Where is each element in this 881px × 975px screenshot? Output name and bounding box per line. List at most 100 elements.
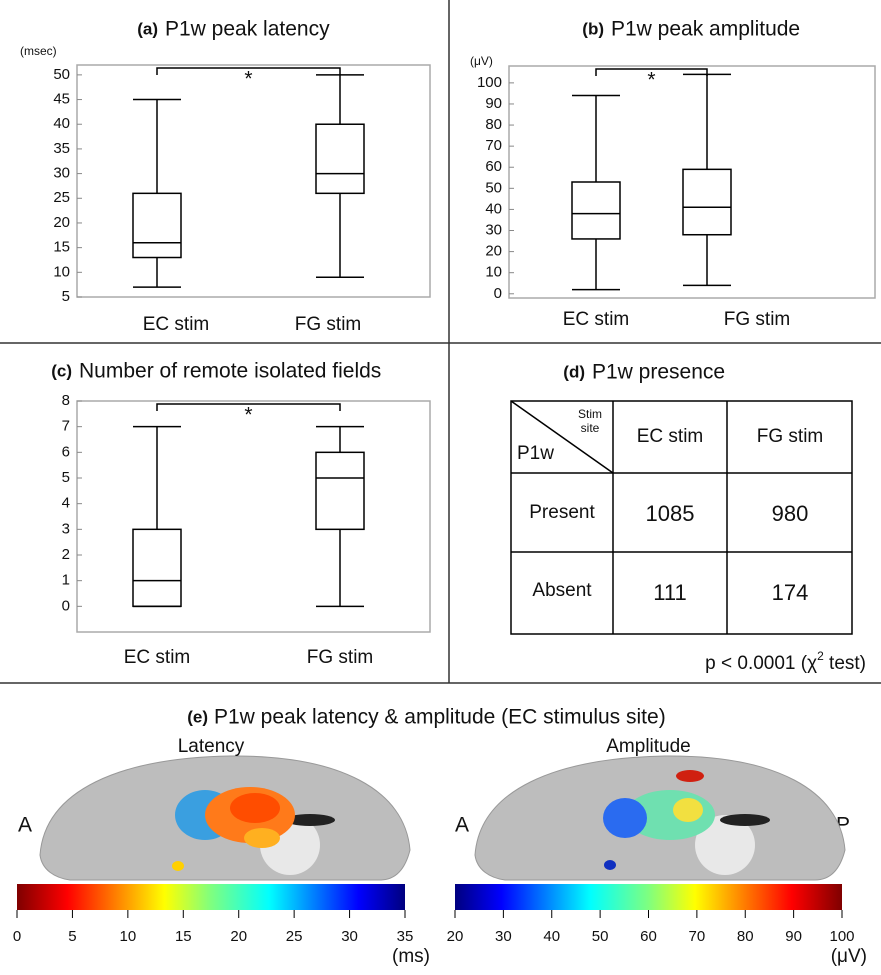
y-tick-label: 45	[53, 91, 70, 108]
y-tick-label: 90	[485, 95, 502, 112]
colorbar	[17, 884, 405, 910]
significance-marker: *	[647, 69, 655, 92]
y-tick-label: 3	[62, 520, 70, 537]
box	[571, 181, 621, 240]
column-header: FG stim	[757, 426, 824, 447]
x-tick-label: 50	[592, 928, 609, 945]
map-title: Latency	[178, 736, 245, 757]
y-tick-label: 35	[53, 140, 70, 157]
y-tick-label: 0	[62, 597, 70, 614]
brain-image	[474, 755, 846, 881]
y-tick-label: 7	[62, 418, 70, 435]
orientation-label: A	[18, 814, 32, 837]
y-tick-label: 40	[53, 115, 70, 132]
corner-label: site	[581, 421, 600, 435]
y-tick-label: 10	[485, 264, 502, 281]
x-tick-label: 30	[341, 928, 358, 945]
x-tick-label: 10	[120, 928, 137, 945]
x-tick-label: 0	[13, 928, 21, 945]
note-sup: 2	[817, 649, 824, 663]
x-tick-label: 80	[737, 928, 754, 945]
panel-title: P1w peak latency & amplitude (EC stimulu…	[214, 706, 666, 729]
panel-label: (b)	[582, 19, 604, 38]
significance-marker: *	[244, 68, 252, 91]
x-tick-label: 90	[785, 928, 802, 945]
box	[315, 451, 365, 531]
y-tick-label: 0	[494, 285, 502, 302]
y-tick-label: 2	[62, 546, 70, 563]
row-header: Present	[529, 502, 595, 523]
x-tick-label: FG stim	[307, 647, 374, 668]
x-tick-label: 20	[230, 928, 247, 945]
box	[315, 123, 365, 195]
cell: 111	[653, 580, 686, 605]
cell: 174	[772, 580, 809, 605]
x-tick-label: EC stim	[143, 314, 210, 335]
y-tick-label: 60	[485, 158, 502, 175]
y-tick-label: 15	[53, 239, 70, 256]
x-tick-label: EC stim	[124, 647, 191, 668]
y-tick-label: 10	[53, 263, 70, 280]
y-tick-label: 100	[477, 74, 502, 91]
y-tick-label: 6	[62, 443, 70, 460]
box	[682, 168, 732, 236]
cell: 980	[772, 501, 809, 526]
y-tick-label: 20	[53, 214, 70, 231]
x-tick-label: FG stim	[724, 309, 791, 330]
panel-title: Number of remote isolated fields	[79, 360, 381, 383]
x-tick-label: 60	[640, 928, 657, 945]
x-tick-label: EC stim	[563, 309, 630, 330]
corner-label: Stim	[578, 407, 602, 421]
panel-label: (a)	[137, 19, 158, 38]
orientation-label: A	[455, 814, 469, 837]
unit-label: (ms)	[392, 946, 430, 967]
note-text: p < 0.0001 (χ	[705, 653, 817, 674]
unit-label: (μV)	[831, 946, 867, 967]
panel-label: (c)	[51, 361, 72, 380]
plot-frame	[508, 65, 876, 299]
panel-title: P1w presence	[592, 361, 725, 384]
column-header: EC stim	[637, 426, 704, 447]
significance-bracket	[595, 68, 708, 76]
box	[132, 192, 182, 259]
x-tick-label: 5	[68, 928, 76, 945]
y-tick-label: 8	[62, 392, 70, 409]
y-tick-label: 50	[485, 179, 502, 196]
note-text: test)	[824, 653, 866, 674]
y-tick-label: 4	[62, 495, 70, 512]
box	[132, 528, 182, 608]
x-tick-label: 25	[286, 928, 303, 945]
y-tick-label: 5	[62, 469, 70, 486]
y-axis-label: (μV)	[470, 54, 493, 68]
table	[510, 400, 853, 635]
x-tick-label: 35	[397, 928, 414, 945]
plot-frame	[76, 64, 431, 298]
x-tick-label: 70	[689, 928, 706, 945]
corner-label: P1w	[517, 443, 554, 464]
significance-bracket	[156, 403, 341, 411]
y-tick-label: 25	[53, 189, 70, 206]
cell: 1085	[646, 501, 695, 526]
significance-marker: *	[244, 404, 252, 427]
map-title: Amplitude	[606, 736, 691, 757]
x-tick-label: 30	[495, 928, 512, 945]
panel-label: (d)	[563, 362, 585, 381]
panel-label: (e)	[187, 707, 208, 726]
row-header: Absent	[532, 580, 592, 601]
plot-frame	[76, 400, 431, 633]
colorbar	[455, 884, 842, 910]
y-tick-label: 1	[62, 572, 70, 589]
table-note: p < 0.0001 (χ2 test)	[705, 649, 866, 674]
panel-title: P1w peak latency	[165, 18, 330, 41]
y-tick-label: 80	[485, 116, 502, 133]
y-tick-label: 40	[485, 200, 502, 217]
y-tick-label: 30	[53, 165, 70, 182]
x-tick-label: 40	[543, 928, 560, 945]
brain-image	[39, 755, 411, 881]
y-tick-label: 20	[485, 243, 502, 260]
y-tick-label: 5	[62, 288, 70, 305]
panel-title: P1w peak amplitude	[611, 18, 800, 41]
x-tick-label: FG stim	[295, 314, 362, 335]
x-tick-label: 15	[175, 928, 192, 945]
